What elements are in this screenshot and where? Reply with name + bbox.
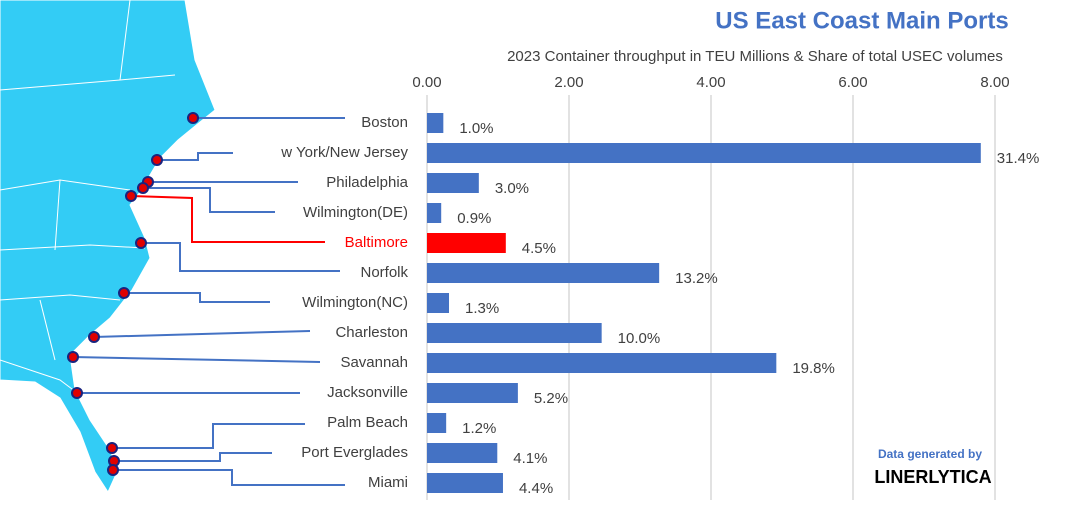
category-label: Baltimore <box>345 234 408 251</box>
data-label: 4.5% <box>522 240 556 257</box>
connectors <box>72 117 345 486</box>
data-label: 0.9% <box>457 210 491 227</box>
source-line: Data generated by <box>878 447 982 461</box>
data-label: 4.4% <box>519 480 553 497</box>
bar <box>427 473 503 493</box>
data-label: 1.3% <box>465 300 499 317</box>
bar <box>427 353 777 373</box>
data-label: 4.1% <box>513 450 547 467</box>
bar <box>427 143 981 163</box>
category-label: Jacksonville <box>327 384 408 401</box>
bar <box>427 173 479 193</box>
bar <box>427 323 602 343</box>
data-label: 3.0% <box>495 180 529 197</box>
data-label: 5.2% <box>534 390 568 407</box>
chart-title: US East Coast Main Ports <box>715 7 1008 34</box>
data-label: 31.4% <box>997 150 1040 167</box>
bar <box>427 383 518 403</box>
bar <box>427 413 447 433</box>
category-label: Norfolk <box>360 264 408 281</box>
category-label: Palm Beach <box>327 414 408 431</box>
category-label: Miami <box>368 474 408 491</box>
map <box>0 0 345 494</box>
source-brand: LINERLYTICA <box>874 467 991 487</box>
bar <box>427 113 444 133</box>
data-label: 1.2% <box>462 420 496 437</box>
bar <box>427 203 442 223</box>
category-label: Boston <box>361 114 408 131</box>
port-dots <box>67 112 199 476</box>
bar <box>427 263 660 283</box>
category-label: Wilmington(NC) <box>302 294 408 311</box>
x-tick-label: 8.00 <box>980 74 1009 91</box>
category-label: Charleston <box>335 324 408 341</box>
baltimore-connector <box>130 195 325 243</box>
data-label: 1.0% <box>459 120 493 137</box>
category-label: Wilmington(DE) <box>303 204 408 221</box>
category-label: Savannah <box>340 354 408 371</box>
category-label: Philadelphia <box>326 174 408 191</box>
bar <box>427 443 498 463</box>
category-label: Port Everglades <box>301 444 408 461</box>
bar <box>427 293 450 313</box>
chart-subtitle: 2023 Container throughput in TEU Million… <box>507 48 1003 65</box>
x-tick-label: 2.00 <box>554 74 583 91</box>
bar <box>427 233 506 253</box>
x-tick-label: 0.00 <box>412 74 441 91</box>
category-label: w York/New Jersey <box>280 144 408 161</box>
x-tick-label: 6.00 <box>838 74 867 91</box>
data-label: 19.8% <box>792 360 835 377</box>
data-label: 10.0% <box>618 330 661 347</box>
data-label: 13.2% <box>675 270 718 287</box>
x-tick-label: 4.00 <box>696 74 725 91</box>
